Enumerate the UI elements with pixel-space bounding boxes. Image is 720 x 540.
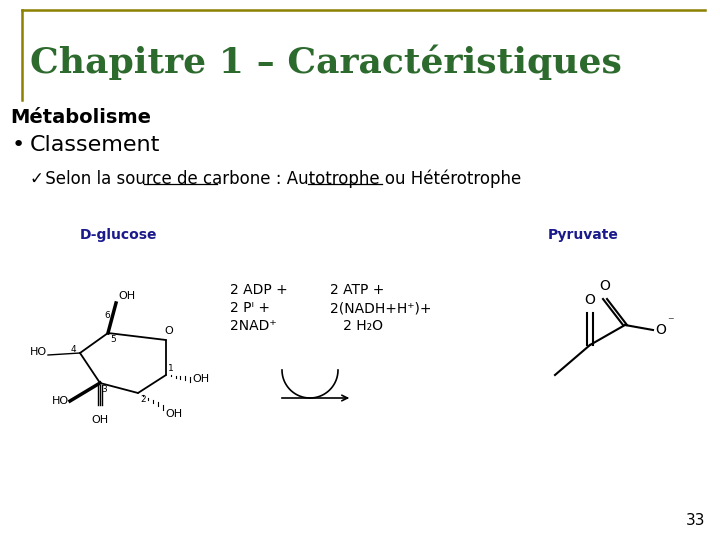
Text: 2 Pᴵ +: 2 Pᴵ + — [230, 301, 270, 315]
Text: ✓: ✓ — [30, 170, 44, 188]
Text: Selon la source de carbone : Autotrophe ou Hétérotrophe: Selon la source de carbone : Autotrophe … — [40, 170, 521, 188]
Text: 5: 5 — [110, 335, 116, 344]
Text: D-glucose: D-glucose — [80, 228, 158, 242]
Text: HO: HO — [52, 396, 69, 406]
Text: ⁻: ⁻ — [667, 315, 674, 328]
Text: 2 ADP +: 2 ADP + — [230, 283, 288, 297]
Text: 33: 33 — [685, 513, 705, 528]
Text: OH: OH — [192, 374, 209, 384]
Text: Chapitre 1 – Caractéristiques: Chapitre 1 – Caractéristiques — [30, 44, 622, 80]
Text: O: O — [585, 293, 595, 307]
Text: 2(NADH+H⁺)+: 2(NADH+H⁺)+ — [330, 301, 431, 315]
Text: OH: OH — [165, 409, 182, 419]
Text: 2NAD⁺: 2NAD⁺ — [230, 319, 276, 333]
Text: •: • — [12, 135, 25, 155]
Text: O: O — [655, 323, 666, 337]
Text: OH: OH — [118, 291, 135, 301]
Text: 1: 1 — [168, 364, 174, 373]
Text: OH: OH — [91, 415, 109, 425]
Text: Pyruvate: Pyruvate — [548, 228, 619, 242]
Text: O: O — [600, 279, 611, 293]
Text: 2 ATP +: 2 ATP + — [330, 283, 384, 297]
Text: Métabolisme: Métabolisme — [10, 108, 151, 127]
Text: O: O — [165, 326, 174, 336]
Text: 2 H₂O: 2 H₂O — [330, 319, 383, 333]
Text: 6: 6 — [104, 311, 110, 320]
Text: Classement: Classement — [30, 135, 161, 155]
Text: 4: 4 — [71, 346, 76, 354]
Text: 2: 2 — [140, 395, 145, 404]
Text: HO: HO — [30, 347, 47, 357]
Text: 3: 3 — [101, 385, 107, 394]
